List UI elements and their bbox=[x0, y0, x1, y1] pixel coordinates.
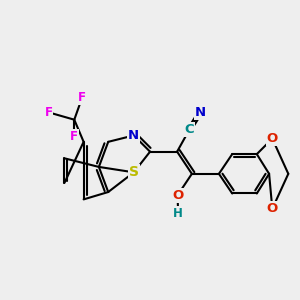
Text: H: H bbox=[173, 207, 183, 220]
Text: F: F bbox=[70, 130, 78, 143]
Text: C: C bbox=[184, 123, 194, 136]
Text: N: N bbox=[128, 129, 140, 142]
Text: F: F bbox=[78, 91, 86, 104]
Text: O: O bbox=[267, 132, 278, 145]
Text: O: O bbox=[172, 189, 183, 202]
Text: F: F bbox=[44, 106, 52, 119]
Text: O: O bbox=[267, 202, 278, 215]
Text: S: S bbox=[129, 165, 139, 179]
Text: N: N bbox=[195, 106, 206, 119]
